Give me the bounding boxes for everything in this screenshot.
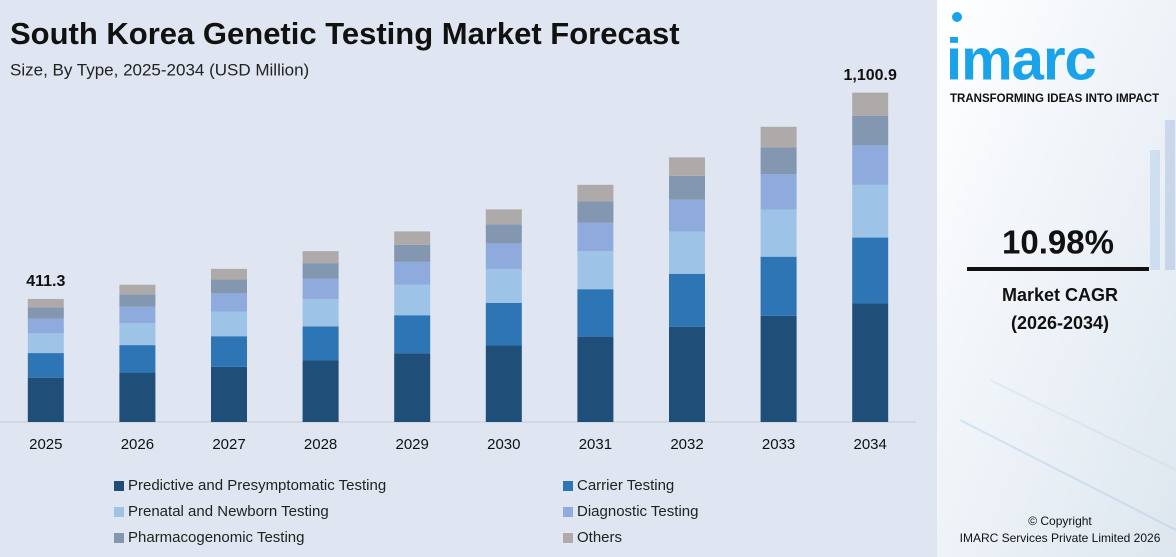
bar-segment [669, 199, 705, 232]
bar-segment [577, 336, 614, 422]
bar-segment [302, 326, 339, 361]
legend-swatch [114, 481, 124, 491]
bar-segment [394, 261, 431, 285]
bar-segment [211, 366, 247, 422]
legend-label: Prenatal and Newborn Testing [128, 503, 329, 520]
bar-segment [119, 294, 156, 307]
legend-label: Diagnostic Testing [577, 503, 698, 520]
bar-segment [302, 360, 339, 422]
legend-label: Carrier Testing [577, 477, 674, 494]
bar-segment [760, 174, 797, 210]
bar-segment [211, 293, 247, 312]
total-label: 1,100.9 [844, 67, 897, 84]
cagr-rule [967, 267, 1149, 271]
bar-segment [119, 372, 156, 422]
x-tick-label: 2028 [304, 436, 337, 453]
bar-segment [211, 279, 247, 294]
x-tick-label: 2031 [579, 436, 612, 453]
bar-segment [211, 336, 247, 367]
bar-segment [760, 209, 797, 257]
x-tick-label: 2034 [854, 436, 887, 453]
bar-segment [577, 201, 614, 223]
bar-segment [577, 289, 614, 337]
bar-segment [669, 175, 705, 200]
legend-swatch [563, 507, 573, 517]
bar-segment [485, 209, 522, 225]
bar-segment [669, 157, 705, 176]
bar-segment [394, 244, 431, 262]
bar-segment [302, 251, 339, 264]
bar-segment [760, 315, 797, 422]
bar-segment [577, 222, 614, 252]
bar-segment [485, 268, 522, 303]
x-tick-label: 2027 [212, 436, 245, 453]
logo: imarc [946, 27, 1096, 92]
bar-segment [302, 263, 339, 279]
x-tick-label: 2030 [487, 436, 520, 453]
bar-segment [119, 323, 156, 346]
bar-segment [577, 251, 614, 290]
bar-segment [394, 284, 431, 316]
bar-segment [485, 243, 522, 269]
x-tick-label: 2032 [670, 436, 703, 453]
x-tick-label: 2033 [762, 436, 795, 453]
legend-swatch [563, 481, 573, 491]
bar-segment [27, 307, 64, 319]
bar-segment [669, 326, 705, 422]
bar-segment [852, 237, 889, 304]
bar-segment [669, 231, 705, 274]
bar-segment [302, 298, 339, 327]
tagline: TRANSFORMING IDEAS INTO IMPACT [950, 93, 1159, 105]
bar-segment [119, 345, 156, 373]
bar-segment [119, 306, 156, 324]
total-label: 411.3 [26, 273, 65, 290]
bar-segment [394, 315, 431, 354]
bar-segment [852, 145, 889, 185]
legend-swatch [114, 507, 124, 517]
chart-subtitle: Size, By Type, 2025-2034 (USD Million) [10, 60, 309, 79]
x-tick-label: 2029 [396, 436, 429, 453]
bar-segment [577, 184, 614, 202]
cagr-label: Market CAGR [1002, 285, 1118, 305]
legend-label: Pharmacogenomic Testing [128, 529, 304, 546]
bar-segment [27, 353, 64, 378]
x-tick-label: 2026 [121, 436, 154, 453]
bar-segment [302, 278, 339, 299]
bar-segment [669, 273, 705, 327]
legend-swatch [563, 533, 573, 543]
legend-swatch [114, 533, 124, 543]
legend-label: Predictive and Presymptomatic Testing [128, 477, 386, 494]
bar-segment [485, 345, 522, 422]
cagr-value: 10.98% [1002, 224, 1114, 261]
bar-segment [211, 311, 247, 337]
sidebar-bg [937, 0, 1176, 557]
bar-segment [760, 126, 797, 148]
bar-segment [852, 115, 889, 146]
company: IMARC Services Private Limited 2026 [960, 531, 1161, 545]
logo-dot [952, 12, 962, 22]
bar-segment [27, 298, 64, 308]
bar-segment [119, 284, 156, 295]
bar-segment [852, 303, 889, 422]
legend-label: Others [577, 529, 622, 546]
bar-segment [27, 318, 64, 334]
bar-segment [485, 302, 522, 346]
bar-segment [394, 353, 431, 422]
bar-segment [852, 184, 889, 238]
bar-segment [394, 231, 431, 245]
cagr-period: (2026-2034) [1011, 313, 1109, 333]
bar-segment [27, 333, 64, 354]
sidebar-decoration [959, 120, 1176, 531]
bar-segment [760, 256, 797, 316]
bar-segment [852, 92, 889, 116]
x-tick-label: 2025 [29, 436, 62, 453]
bar-segment [27, 377, 64, 422]
copyright: © Copyright [1028, 514, 1092, 528]
bar-segment [760, 147, 797, 175]
bar-segment [485, 224, 522, 244]
chart-title: South Korea Genetic Testing Market Forec… [10, 16, 680, 51]
bar-segment [211, 268, 247, 280]
